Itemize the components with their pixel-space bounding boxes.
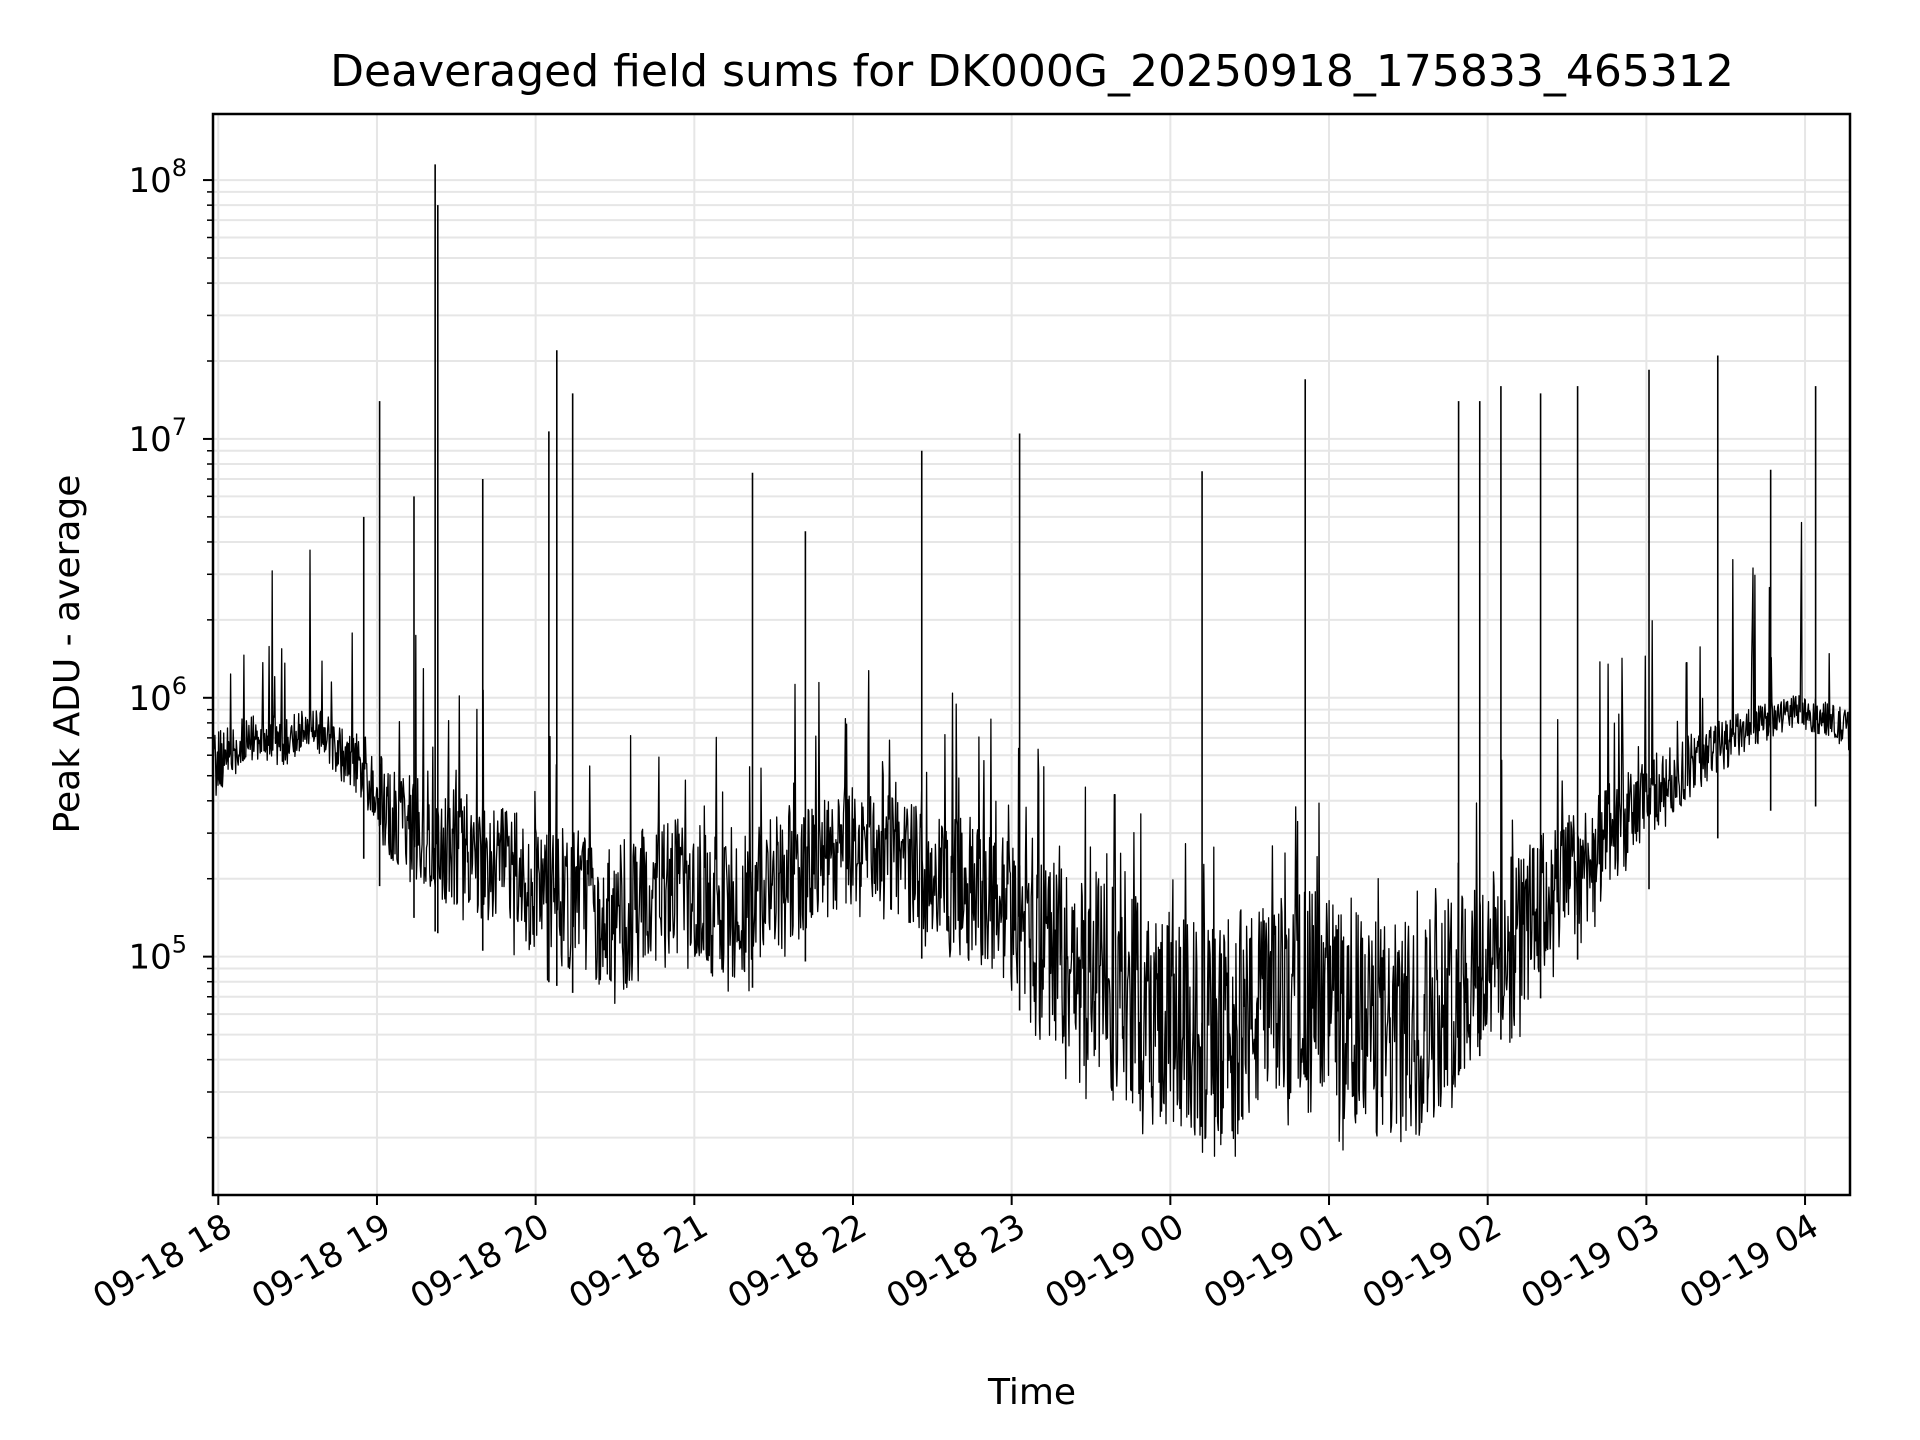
y-tick-label-3: 108	[128, 154, 187, 201]
plot-frame	[211, 112, 1852, 1197]
y-tick-label-2: 107	[128, 413, 187, 460]
chart-title: Deaveraged field sums for DK000G_2025091…	[330, 46, 1734, 97]
y-tick-label-1: 106	[128, 672, 187, 719]
data-series	[212, 164, 1851, 1157]
y-axis-label: Peak ADU - average	[47, 475, 88, 834]
y-axis-ticks: 105 106 107 108	[128, 154, 213, 1139]
y-tick-label-0: 105	[128, 931, 187, 978]
x-axis-label: Time	[987, 1372, 1076, 1413]
